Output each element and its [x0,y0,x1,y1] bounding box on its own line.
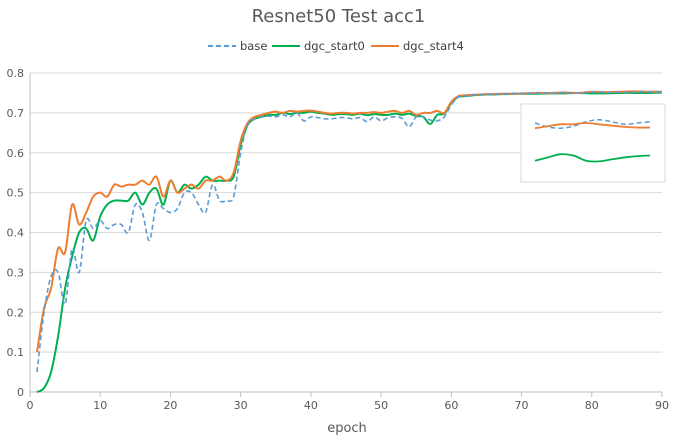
x-tick-label: 20 [163,399,177,412]
inset-line-dgc-start0 [534,153,651,163]
inset-panel [520,103,666,183]
y-tick-label: 0.6 [7,147,25,160]
inset-line-base [534,118,651,129]
plot-area [36,90,663,393]
x-tick-label: 50 [374,399,388,412]
legend-label-dgc-start0: dgc_start0 [304,39,365,53]
legend-label-dgc-start4: dgc_start4 [403,39,464,53]
x-tick-label: 10 [93,399,107,412]
inset-border [520,103,666,183]
legend: base dgc_start0 dgc_start4 [208,39,464,53]
x-tick-label: 80 [585,399,599,412]
inset-line-dgc-start4 [534,122,651,130]
series-line-base [36,90,663,373]
y-tick-label: 0.4 [7,227,25,240]
chart-title: Resnet50 Test acc1 [252,6,426,27]
y-tick-label: 0.3 [7,266,25,279]
x-tick-label: 90 [655,399,669,412]
y-tick-label: 0.1 [7,346,25,359]
y-tick-label: 0.2 [7,306,25,319]
y-tick-label: 0.5 [7,187,25,200]
y-tick-label: 0.7 [7,107,25,120]
x-tick-label: 30 [234,399,248,412]
axes: 0 0.1 0.2 0.3 0.4 0.5 0.6 0.7 0.8 0 10 20 30 40 50 60 70… [7,67,670,412]
x-tick-label: 40 [304,399,318,412]
y-tick-label: 0 [17,386,24,399]
y-tick-label: 0.8 [7,67,25,80]
x-tick-label: 60 [444,399,458,412]
x-tick-label: 0 [27,399,34,412]
x-axis-label: epoch [327,421,367,436]
legend-label-base: base [240,39,267,53]
x-tick-label: 70 [515,399,529,412]
